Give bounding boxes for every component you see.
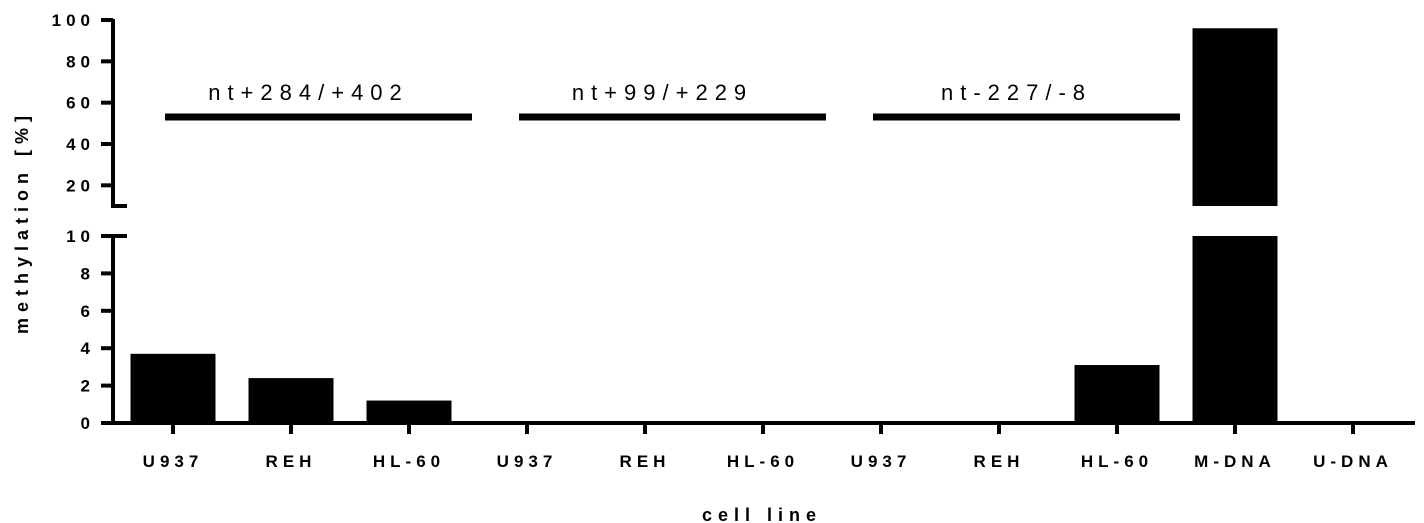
x-axis-title: cell line [702,505,822,523]
y-tick-label-40: 40 [66,135,95,154]
y-tick-label-2: 2 [81,377,95,396]
x-tick-label-9: M-DNA [1194,452,1276,471]
x-tick-label-0: U937 [143,452,204,471]
x-tick-label-10: U-DNA [1313,452,1393,471]
y-tick-label-10: 10 [66,227,95,246]
y-tick-label-8: 8 [81,264,95,283]
bar-2 [366,400,452,423]
bar-9-upper [1192,28,1278,207]
y-tick-label-100: 100 [52,11,95,30]
y-tick-label-80: 80 [66,52,95,71]
y-axis-title: methylation [%] [12,110,32,334]
x-tick-label-7: REH [974,452,1025,471]
y-tick-label-20: 20 [66,176,95,195]
x-tick-label-8: HL-60 [1081,452,1153,471]
group-label-2: nt-227/-8 [941,80,1092,105]
x-tick-label-6: U937 [851,452,912,471]
group-label-0: nt+284/+402 [208,80,409,105]
x-tick-label-1: REH [266,452,317,471]
x-tick-label-3: U937 [497,452,558,471]
bar-8 [1074,365,1160,423]
y-tick-label-60: 60 [66,94,95,113]
group-label-1: nt+99/+229 [572,80,753,105]
x-tick-label-2: HL-60 [373,452,445,471]
bar-0 [130,353,216,423]
y-tick-label-6: 6 [81,302,95,321]
bar-1 [248,378,334,423]
x-tick-label-4: REH [620,452,671,471]
plot-area: 0 2 4 6 8 10 20 40 60 80 100 U937 REH HL-60 U937 REH HL-… [52,11,1415,471]
y-tick-label-4: 4 [81,339,95,358]
y-tick-label-0: 0 [81,414,95,433]
bar-9-lower [1192,236,1278,423]
x-tick-label-5: HL-60 [727,452,799,471]
